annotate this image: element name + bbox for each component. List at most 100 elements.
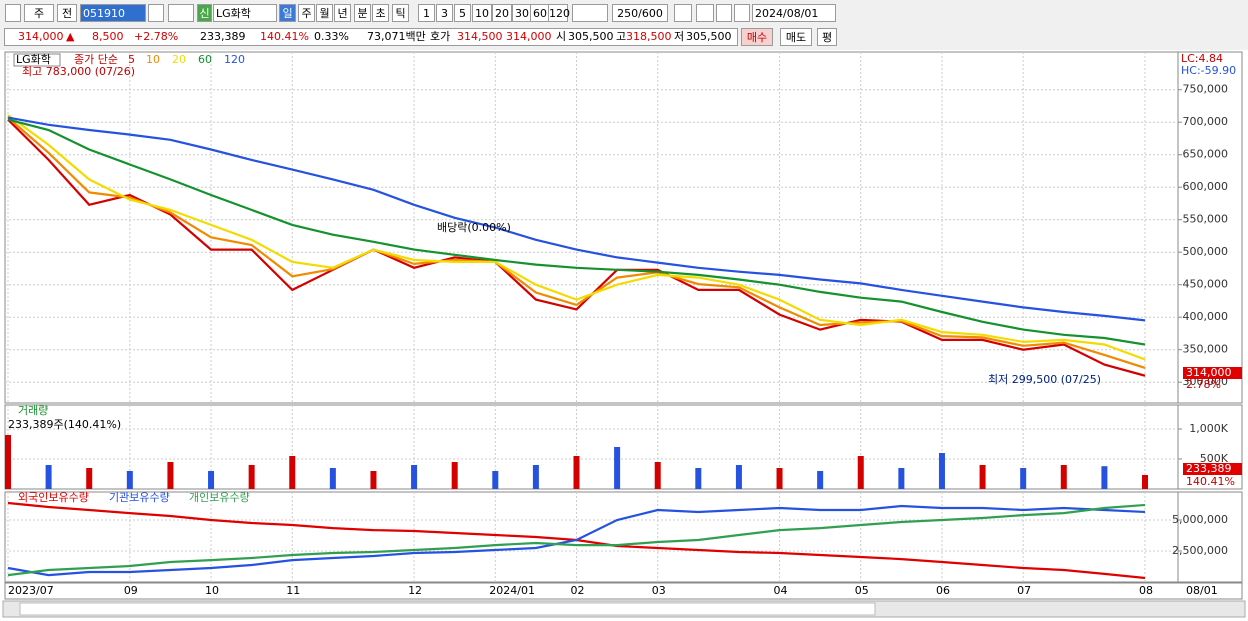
- period-button[interactable]: 120: [548, 4, 570, 22]
- lc-label: LC:4.84: [1181, 52, 1223, 65]
- tool-button[interactable]: [716, 4, 732, 22]
- dividend-note: 배당락(0.00%): [437, 221, 511, 234]
- volume-bar: [898, 468, 905, 489]
- volume-bar: [776, 468, 783, 489]
- chart: 300,000350,000400,000450,000500,000550,0…: [0, 50, 1248, 621]
- hc-label: HC:-59.90: [1181, 64, 1236, 77]
- x-tick-label: 11: [286, 584, 300, 597]
- period-button[interactable]: 월: [316, 4, 333, 22]
- legend-entry: 10: [146, 53, 160, 66]
- volume-bar: [938, 453, 945, 489]
- y-tick-label: 650,000: [1183, 148, 1229, 161]
- x-tick-label: 02: [571, 584, 585, 597]
- legend-prefix: 종가 단순: [74, 53, 118, 66]
- code-input[interactable]: 051910: [80, 4, 146, 22]
- y-tick-label: 450,000: [1183, 278, 1229, 291]
- volume-bar: [248, 465, 255, 489]
- last-volume-box: [1183, 463, 1242, 475]
- y-tick-label: 1,000K: [1189, 422, 1228, 435]
- volume-bar: [126, 471, 133, 489]
- volume-bar: [208, 471, 215, 489]
- volume-bar: [1101, 466, 1108, 489]
- scope-select[interactable]: 전: [57, 4, 77, 22]
- quote-open-label: 시: [556, 30, 567, 43]
- volume-bar: [167, 462, 174, 489]
- x-tick-label: 09: [124, 584, 138, 597]
- legend-entry: 5: [128, 53, 135, 66]
- period-button[interactable]: 10: [472, 4, 492, 22]
- series-line: [7, 503, 1146, 577]
- quote-panel: [4, 28, 738, 46]
- series-line: [7, 114, 1146, 361]
- x-tick-label: 2023/07: [8, 584, 54, 597]
- market-select[interactable]: 주: [24, 4, 54, 22]
- search-button[interactable]: [148, 4, 164, 22]
- last-price-box: [1183, 367, 1242, 379]
- period-button[interactable]: 30: [512, 4, 532, 22]
- new-badge: 신: [197, 4, 212, 22]
- period-select[interactable]: [572, 4, 608, 22]
- last-change-label: 2.78%: [1186, 378, 1221, 391]
- period-button[interactable]: 20: [492, 4, 512, 22]
- legend-entry: 개인보유수량: [189, 491, 250, 504]
- avg-button[interactable]: 평: [817, 28, 837, 46]
- quote-bid: 314,000: [506, 30, 552, 43]
- buy-button[interactable]: 매수: [741, 28, 773, 46]
- volume-bar: [451, 462, 458, 489]
- legend-entry: 60: [198, 53, 212, 66]
- series-line: [7, 118, 1146, 377]
- series-line: [7, 116, 1146, 322]
- sound-button[interactable]: [168, 4, 194, 22]
- chart-title: LG화학: [16, 53, 51, 66]
- legend-entry: 120: [224, 53, 245, 66]
- legend-entry: 외국인보유수량: [18, 491, 89, 504]
- tool-button[interactable]: [696, 4, 714, 22]
- scroll-thumb[interactable]: [19, 602, 876, 616]
- count-input[interactable]: 250/600: [612, 4, 668, 22]
- icon-button[interactable]: [5, 4, 21, 22]
- quote-low-label: 저: [674, 30, 685, 43]
- date-input[interactable]: 2024/08/01: [752, 4, 836, 22]
- volume-bar: [411, 465, 418, 489]
- y-tick-label: 550,000: [1183, 213, 1229, 226]
- quote-change-rate: +2.78%: [134, 30, 179, 43]
- period-button[interactable]: 분: [354, 4, 371, 22]
- volume-bar: [329, 468, 336, 489]
- period-button[interactable]: 주: [298, 4, 315, 22]
- period-button[interactable]: 초: [372, 4, 389, 22]
- period-button[interactable]: 년: [334, 4, 351, 22]
- x-tick-label: 08: [1139, 584, 1153, 597]
- sell-button[interactable]: 매도: [780, 28, 812, 46]
- x-tick-label: 03: [652, 584, 666, 597]
- period-button[interactable]: 일: [279, 4, 296, 22]
- series-line: [7, 116, 1146, 369]
- period-button[interactable]: 틱: [392, 4, 409, 22]
- volume-bar: [532, 465, 539, 489]
- period-button[interactable]: 1: [418, 4, 435, 22]
- period-button[interactable]: 60: [530, 4, 550, 22]
- quote-ask-label: 호가: [430, 30, 451, 43]
- y-tick-label: 5,000,000: [1172, 513, 1228, 526]
- volume-bar: [857, 456, 864, 489]
- toolbar: 주 전 051910 신 LG화학 일 주 월 년 분 초 틱 1 3 5 10 20 30 60 120 250/60…: [0, 0, 1248, 50]
- y-tick-label: 750,000: [1183, 83, 1229, 96]
- quote-low: 305,500: [686, 30, 732, 43]
- volume-bar: [1060, 465, 1067, 489]
- volume-bar: [735, 465, 742, 489]
- x-tick-label: 10: [205, 584, 219, 597]
- stock-name[interactable]: LG화학: [213, 4, 277, 22]
- date-axis: [4, 582, 1243, 600]
- tool-button[interactable]: [734, 4, 750, 22]
- volume-bar: [573, 456, 580, 489]
- volume-bar: [86, 468, 93, 489]
- x-tick-label: 07: [1017, 584, 1031, 597]
- tool-button[interactable]: [674, 4, 692, 22]
- y-tick-label: 2,500,000: [1172, 544, 1228, 557]
- period-button[interactable]: 3: [436, 4, 453, 22]
- y-tick-label: 500,000: [1183, 245, 1229, 258]
- axis-frame: [1177, 491, 1243, 583]
- high-note: 최고 783,000 (07/26): [22, 65, 135, 78]
- quote-change: 8,500: [92, 30, 124, 43]
- period-button[interactable]: 5: [454, 4, 471, 22]
